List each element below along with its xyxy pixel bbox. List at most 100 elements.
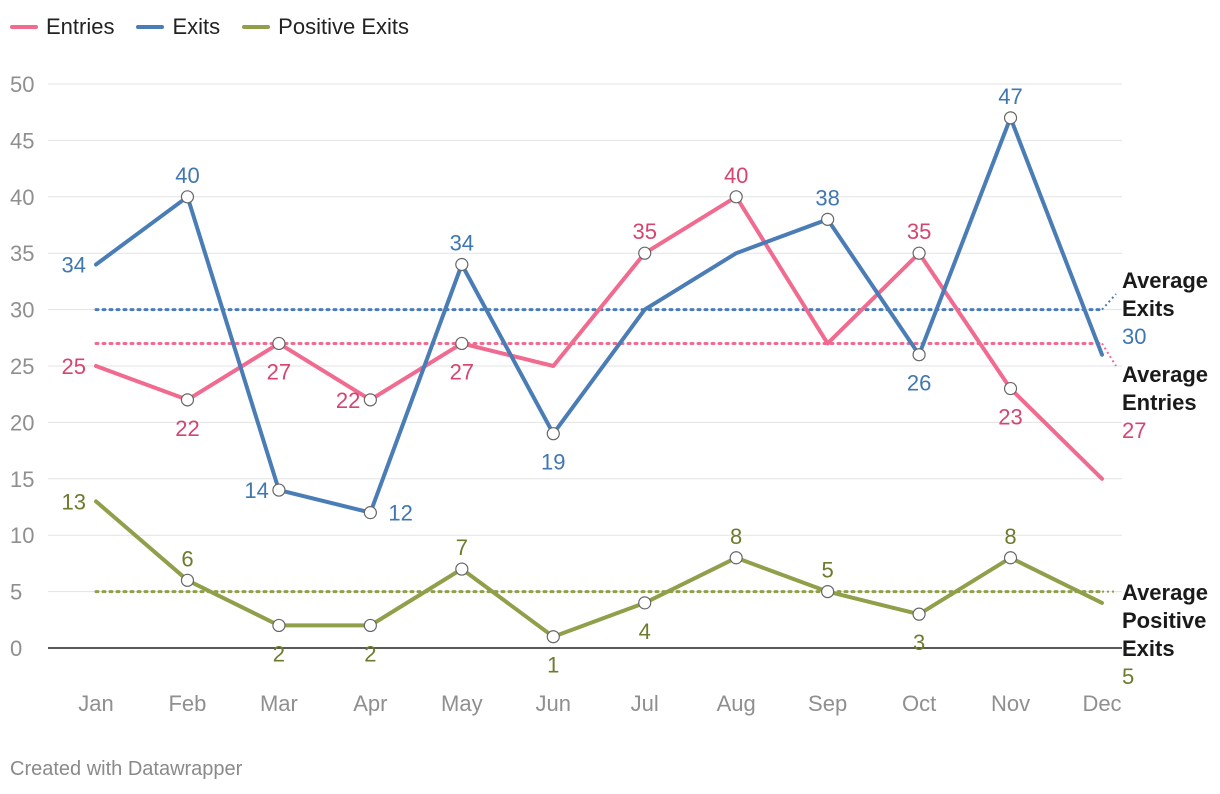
x-tick-label: Apr	[353, 691, 387, 716]
data-point	[1003, 551, 1018, 565]
y-tick-label: 50	[10, 72, 34, 97]
x-tick-label: Jan	[78, 691, 113, 716]
data-point	[455, 257, 469, 272]
x-tick-label: May	[441, 691, 483, 716]
data-point	[546, 630, 560, 644]
data-point	[912, 246, 926, 260]
average-label: Average	[1122, 580, 1208, 605]
data-point	[455, 336, 469, 351]
x-axis: Jan Feb Mar Apr May Jun Jul Aug Sep Oct Nov Dec	[78, 691, 1121, 716]
data-label: 34	[450, 230, 474, 255]
data-point	[546, 427, 560, 441]
data-label: 47	[998, 84, 1022, 109]
data-label: 27	[450, 359, 474, 384]
data-label: 40	[724, 163, 748, 188]
legend-item-entries: Entries	[10, 14, 114, 40]
data-point	[912, 607, 926, 621]
data-point	[272, 336, 286, 351]
data-point	[363, 506, 377, 520]
x-tick-label: Oct	[902, 691, 936, 716]
series-entries: 25 22 27 22 27 35 40 35 23	[62, 163, 1104, 481]
data-point	[729, 551, 743, 565]
data-point	[821, 212, 835, 226]
data-point	[638, 596, 652, 610]
data-label: 2	[364, 641, 376, 666]
data-label: 25	[62, 354, 86, 379]
data-label: 34	[62, 252, 86, 277]
data-label: 6	[181, 546, 193, 571]
y-tick-label: 20	[10, 410, 34, 435]
series-line	[94, 115, 1104, 515]
data-label: 13	[62, 489, 86, 514]
data-label: 22	[175, 416, 199, 441]
data-label: 35	[632, 219, 656, 244]
data-label: 26	[907, 371, 931, 396]
data-label: 3	[913, 630, 925, 655]
x-tick-label: Jul	[631, 691, 659, 716]
average-label: Exits	[1122, 636, 1175, 661]
data-label: 19	[541, 450, 565, 475]
data-label: 7	[456, 535, 468, 560]
data-point	[180, 393, 195, 407]
average-label: Positive	[1122, 608, 1206, 633]
average-value-label: 5	[1122, 664, 1134, 689]
y-tick-label: 15	[10, 467, 34, 492]
data-label: 4	[639, 619, 651, 644]
data-point	[272, 618, 286, 633]
data-label: 22	[336, 388, 360, 413]
legend-label-entries: Entries	[46, 14, 115, 39]
data-label: 5	[822, 558, 834, 583]
footer-credit: Created with Datawrapper	[10, 758, 243, 780]
data-point	[363, 393, 377, 407]
data-label: 23	[998, 405, 1022, 430]
average-value-label: 30	[1122, 324, 1146, 349]
average-label: Average	[1122, 268, 1208, 293]
series-line	[94, 499, 1104, 639]
data-label: 35	[907, 219, 931, 244]
average-value-label: 27	[1122, 418, 1146, 443]
data-point	[180, 573, 195, 587]
y-tick-label: 5	[10, 580, 22, 605]
x-tick-label: Aug	[717, 691, 756, 716]
legend-item-exits: Exits	[136, 14, 220, 40]
average-connector	[1101, 293, 1117, 311]
legend-swatch-positive-exits	[242, 25, 271, 29]
data-point	[638, 246, 652, 260]
series-exits: 34 40 14 12 34 19 38 26 47	[62, 84, 1104, 526]
data-point	[363, 618, 377, 633]
x-tick-label: Mar	[260, 691, 298, 716]
data-label: 14	[244, 478, 268, 503]
data-label: 38	[815, 185, 839, 210]
y-tick-label: 0	[10, 636, 22, 661]
y-tick-label: 30	[10, 298, 34, 323]
data-point	[455, 562, 469, 576]
legend-label-exits: Exits	[172, 14, 221, 39]
y-tick-label: 35	[10, 241, 34, 266]
data-label: 8	[1004, 524, 1016, 549]
legend-swatch-entries	[10, 25, 38, 29]
series-positive-exits: 13 6 2 2 7 1 4 8 5 3 8	[62, 489, 1104, 678]
y-tick-label: 10	[10, 523, 34, 548]
y-tick-label: 45	[10, 128, 34, 153]
legend-label-positive-exits: Positive Exits	[278, 14, 409, 39]
legend-swatch-exits	[136, 25, 165, 29]
x-tick-label: Sep	[808, 691, 847, 716]
data-label: 1	[547, 653, 559, 678]
y-tick-label: 40	[10, 185, 34, 210]
y-tick-label: 25	[10, 354, 34, 379]
data-label: 8	[730, 524, 742, 549]
average-connector	[1101, 342, 1117, 367]
x-tick-label: Nov	[991, 691, 1030, 716]
data-point	[1003, 111, 1018, 125]
data-point	[729, 190, 743, 204]
x-tick-label: Dec	[1082, 691, 1121, 716]
data-point	[821, 584, 835, 599]
data-point	[1003, 381, 1018, 396]
data-point	[272, 483, 286, 497]
series-line	[94, 194, 1104, 481]
average-label: Average	[1122, 362, 1208, 387]
legend-item-positive-exits: Positive Exits	[242, 14, 409, 40]
average-label: Exits	[1122, 296, 1175, 321]
chart-legend: Entries Exits Positive Exits	[10, 14, 409, 40]
